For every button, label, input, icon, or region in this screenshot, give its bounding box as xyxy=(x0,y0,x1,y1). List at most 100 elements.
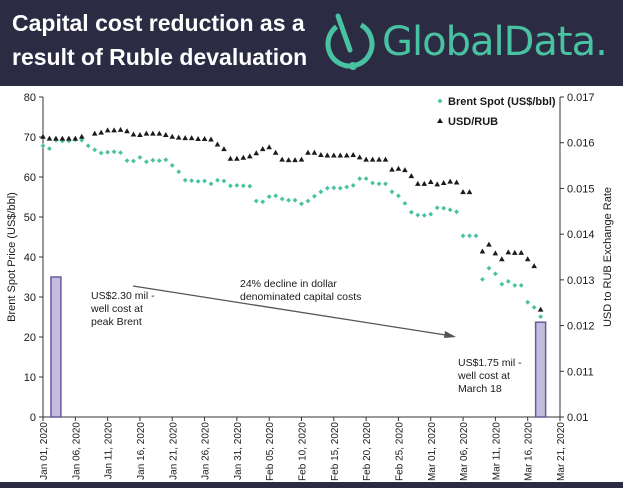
x-tick-label: Mar 21, 2020 xyxy=(556,422,567,481)
brent-point xyxy=(492,271,498,277)
brent-point xyxy=(182,177,188,183)
brent-point xyxy=(441,205,447,211)
usd-rub-point xyxy=(440,179,447,185)
usd-rub-point xyxy=(98,129,104,135)
left-tick-label: 80 xyxy=(24,92,36,104)
chart-title-line-2: result of Ruble devaluation xyxy=(12,44,308,70)
usd-rub-point xyxy=(421,180,428,186)
legend-marker-usd-rub xyxy=(437,118,443,123)
y-axis-title-left: Brent Spot Price (US$/bbl) xyxy=(6,192,18,322)
brent-point xyxy=(344,184,350,190)
brent-point xyxy=(415,212,421,218)
usd-rub-point xyxy=(117,126,124,132)
march-cost-label: March 18 xyxy=(458,383,502,395)
brent-point xyxy=(92,147,98,153)
brent-point xyxy=(221,178,227,184)
brent-point xyxy=(150,157,156,163)
x-tick-label: Mar 01, 2020 xyxy=(427,422,438,481)
usd-rub-point xyxy=(531,263,537,269)
brent-point xyxy=(215,177,220,183)
brent-point xyxy=(273,193,279,199)
cost-bar xyxy=(50,276,62,418)
y-axis-title-right: USD to RUB Exchange Rate xyxy=(602,187,614,327)
peak-cost-label: well cost at xyxy=(90,303,143,315)
brent-point xyxy=(512,283,518,288)
brent-point xyxy=(137,155,143,160)
brent-point xyxy=(324,185,330,191)
brent-point xyxy=(538,314,544,319)
usd-rub-point xyxy=(537,306,544,312)
x-tick-label: Jan 11, 2020 xyxy=(104,422,115,480)
usd-rub-point xyxy=(169,133,176,139)
usd-rub-point xyxy=(143,130,150,136)
cost-bar xyxy=(534,321,547,418)
brent-point xyxy=(480,277,485,282)
left-tick-label: 70 xyxy=(24,132,36,144)
x-tick-label: Jan 06, 2020 xyxy=(71,422,82,480)
globaldata-logo: GlobalData. xyxy=(322,12,622,76)
usd-rub-point xyxy=(376,156,382,162)
usd-rub-point xyxy=(331,152,337,158)
usd-rub-point xyxy=(395,165,402,171)
brent-point xyxy=(434,205,440,211)
brent-point xyxy=(312,193,317,199)
usd-rub-point xyxy=(201,136,208,142)
brent-point xyxy=(389,189,395,195)
usd-rub-point xyxy=(195,136,201,142)
brent-point xyxy=(105,149,111,155)
usd-rub-point xyxy=(66,135,72,141)
usd-rub-point xyxy=(356,154,363,160)
brent-point xyxy=(525,299,531,305)
usd-rub-point xyxy=(466,189,473,195)
usd-rub-point xyxy=(156,130,163,136)
x-tick-label: Jan 01, 2020 xyxy=(39,422,50,480)
brent-point xyxy=(202,178,207,184)
usd-rub-point xyxy=(72,135,79,141)
peak-cost-label: peak Brent xyxy=(91,316,142,328)
usd-rub-point xyxy=(266,144,272,150)
brent-point xyxy=(299,201,304,207)
legend-label: Brent Spot (US$/bbl) xyxy=(448,96,556,108)
x-tick-label: Feb 15, 2020 xyxy=(330,422,341,481)
header-banner: Capital cost reduction as a result of Ru… xyxy=(0,0,623,86)
decline-label: 24% decline in dollar xyxy=(240,278,337,290)
left-tick-label: 50 xyxy=(24,212,36,224)
usd-rub-point xyxy=(318,152,324,158)
brent-point xyxy=(383,181,388,187)
usd-rub-point xyxy=(311,149,318,155)
brent-point xyxy=(124,158,130,163)
brent-point xyxy=(473,233,479,239)
usd-rub-point xyxy=(453,179,460,185)
brent-point xyxy=(396,193,401,199)
brent-point xyxy=(260,199,266,205)
chart: 0 10 20 30 40 50 60 70 80 0.01 0.011 0.012 0.013 0.01… xyxy=(6,92,614,481)
brent-point xyxy=(247,183,253,189)
brent-point xyxy=(131,158,136,164)
brent-point xyxy=(486,265,492,271)
brent-point xyxy=(195,179,201,184)
brent-point xyxy=(350,183,356,188)
usd-rub-point xyxy=(259,146,266,152)
usd-rub-point xyxy=(53,135,59,141)
usd-rub-point xyxy=(46,135,53,141)
usd-rub-point xyxy=(492,250,499,256)
usd-rub-point xyxy=(208,136,214,142)
legend-marker-brent xyxy=(437,98,443,104)
usd-rub-point xyxy=(524,256,531,262)
usd-rub-point xyxy=(221,146,227,152)
brent-point xyxy=(240,183,246,189)
brent-point xyxy=(85,143,91,149)
decline-arrow xyxy=(132,285,453,337)
brent-point xyxy=(421,213,427,218)
usd-rub-point xyxy=(518,249,525,255)
brent-point xyxy=(460,233,466,239)
right-tick-label: 0.015 xyxy=(567,183,595,195)
left-tick-label: 10 xyxy=(24,372,36,384)
usd-rub-point xyxy=(150,130,156,136)
right-tick-label: 0.01 xyxy=(567,412,588,424)
usd-rub-point xyxy=(382,156,389,162)
usd-rub-point xyxy=(247,153,253,159)
right-tick-label: 0.016 xyxy=(567,138,595,150)
usd-rub-point xyxy=(188,135,195,141)
chart-title-line-1: Capital cost reduction as a xyxy=(12,10,305,36)
